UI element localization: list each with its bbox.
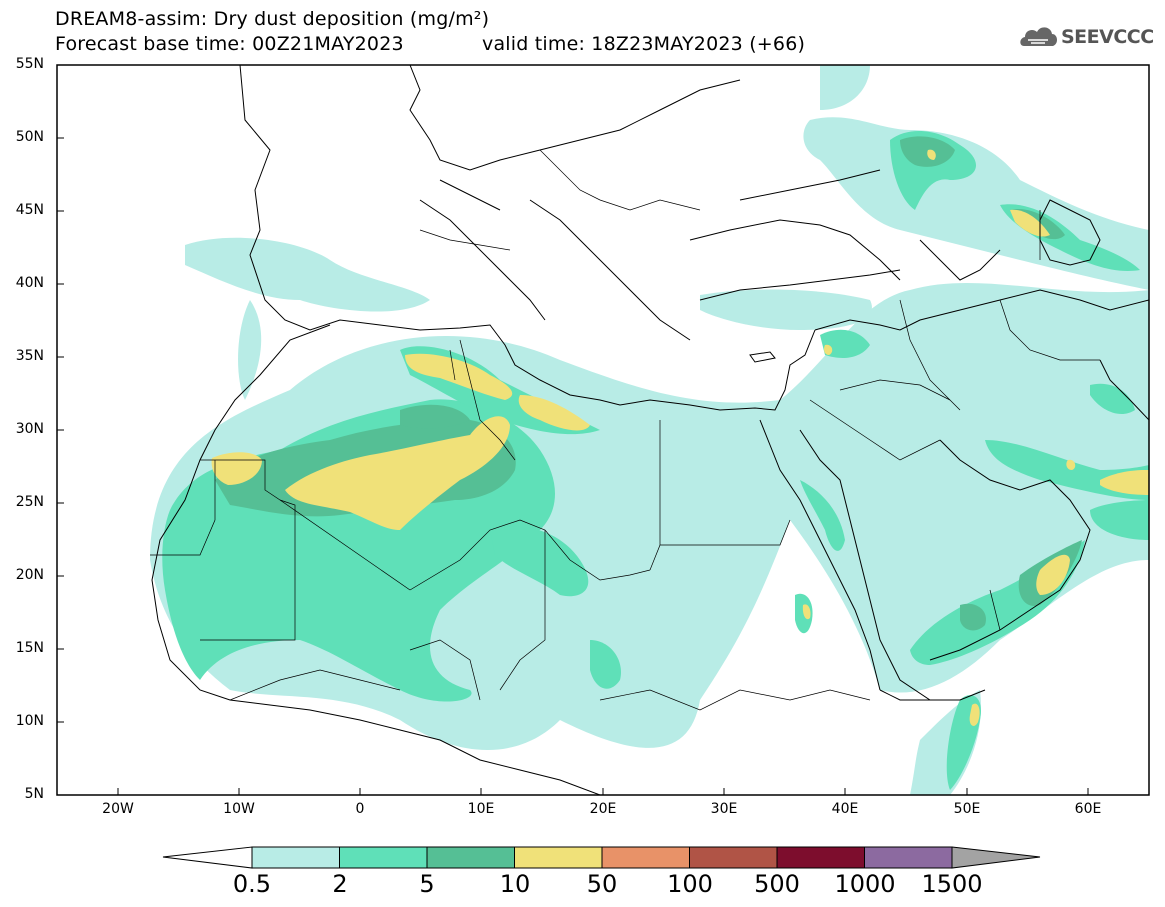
lon-ticks xyxy=(117,788,1089,795)
lat-ticks xyxy=(57,137,64,723)
country-borders xyxy=(150,149,1100,711)
colorbar-label: 2 xyxy=(332,870,348,898)
deposition-level-10 xyxy=(211,149,1149,726)
lat-label: 45N xyxy=(15,202,44,218)
valid-time: valid time: 18Z23MAY2023 (+66) xyxy=(482,33,806,55)
lat-label: 30N xyxy=(15,421,44,437)
lat-label: 5N xyxy=(24,786,44,802)
colorbar-label: 1000 xyxy=(834,870,896,898)
lat-label: 20N xyxy=(15,567,44,583)
lon-label: 20E xyxy=(589,801,617,817)
lat-label: 25N xyxy=(15,494,44,510)
lat-label: 10N xyxy=(15,713,44,729)
lat-label: 15N xyxy=(15,640,44,656)
lon-label: 30E xyxy=(710,801,738,817)
map-title: DREAM8-assim: Dry dust deposition (mg/m²… xyxy=(55,8,490,30)
seevccc-logo: SEEVCCC xyxy=(1018,22,1154,54)
lat-label: 40N xyxy=(15,275,44,291)
lon-label: 20W xyxy=(102,801,134,817)
coastlines xyxy=(151,65,1149,795)
forecast-base-time: Forecast base time: 00Z21MAY2023 xyxy=(55,33,404,55)
colorbar-label: 0.5 xyxy=(232,870,272,898)
lon-label: 40E xyxy=(831,801,859,817)
lon-label: 10E xyxy=(467,801,495,817)
lon-label: 10W xyxy=(223,801,255,817)
colorbar-label: 500 xyxy=(754,870,800,898)
lon-label: 50E xyxy=(953,801,981,817)
cloud-icon xyxy=(1020,27,1058,46)
colorbar-label: 5 xyxy=(419,870,435,898)
colorbar-label: 1500 xyxy=(921,870,983,898)
lat-label: 35N xyxy=(15,348,44,364)
lon-label: 0 xyxy=(355,801,365,817)
logo-text: SEEVCCC xyxy=(1061,26,1154,48)
lon-label: 60E xyxy=(1074,801,1102,817)
colorbar-label: 10 xyxy=(499,870,531,898)
lat-label: 55N xyxy=(15,56,44,72)
lat-label: 50N xyxy=(15,129,44,145)
colorbar-label: 50 xyxy=(586,870,618,898)
colorbar-label: 100 xyxy=(667,870,713,898)
